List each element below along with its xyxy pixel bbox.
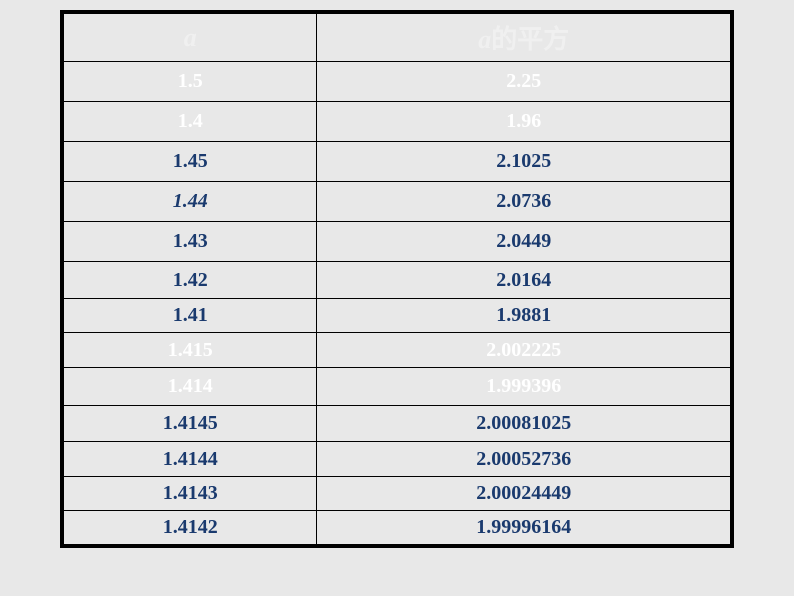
table-row: 1.43 2.0449 bbox=[64, 222, 731, 262]
table-row: 1.415 2.002225 bbox=[64, 333, 731, 368]
cell-sq: 2.0164 bbox=[317, 262, 731, 299]
table: a a的平方 1.5 2.25 1.4 1.96 1.45 2.1025 1.4… bbox=[63, 13, 731, 545]
cell-a: 1.415 bbox=[64, 333, 317, 368]
table-row: 1.4142 1.99996164 bbox=[64, 511, 731, 545]
table-row: 1.42 2.0164 bbox=[64, 262, 731, 299]
cell-sq: 1.96 bbox=[317, 102, 731, 142]
cell-sq: 2.0449 bbox=[317, 222, 731, 262]
table-row: 1.4143 2.00024449 bbox=[64, 477, 731, 511]
cell-a: 1.4145 bbox=[64, 406, 317, 442]
table-row: 1.4144 2.00052736 bbox=[64, 442, 731, 477]
data-table: a a的平方 1.5 2.25 1.4 1.96 1.45 2.1025 1.4… bbox=[60, 10, 734, 548]
table-row: 1.45 2.1025 bbox=[64, 142, 731, 182]
header-cell-a-square: a的平方 bbox=[317, 14, 731, 62]
cell-sq: 1.999396 bbox=[317, 368, 731, 406]
cell-sq: 2.002225 bbox=[317, 333, 731, 368]
header-a-square-text: 的平方 bbox=[491, 25, 569, 54]
header-cell-a: a bbox=[64, 14, 317, 62]
cell-sq: 2.0736 bbox=[317, 182, 731, 222]
cell-a: 1.45 bbox=[64, 142, 317, 182]
cell-sq: 2.00024449 bbox=[317, 477, 731, 511]
cell-sq: 1.9881 bbox=[317, 299, 731, 333]
table-row: 1.414 1.999396 bbox=[64, 368, 731, 406]
table-row: 1.44 2.0736 bbox=[64, 182, 731, 222]
cell-a: 1.4 bbox=[64, 102, 317, 142]
table-row: 1.4 1.96 bbox=[64, 102, 731, 142]
cell-sq: 2.00081025 bbox=[317, 406, 731, 442]
cell-a: 1.42 bbox=[64, 262, 317, 299]
cell-a: 1.414 bbox=[64, 368, 317, 406]
table-row: 1.4145 2.00081025 bbox=[64, 406, 731, 442]
table-row: 1.41 1.9881 bbox=[64, 299, 731, 333]
cell-a: 1.5 bbox=[64, 62, 317, 102]
cell-sq: 1.99996164 bbox=[317, 511, 731, 545]
cell-a: 1.44 bbox=[64, 182, 317, 222]
cell-sq: 2.1025 bbox=[317, 142, 731, 182]
cell-a: 1.43 bbox=[64, 222, 317, 262]
header-a-square-italic: a bbox=[478, 25, 491, 54]
cell-a: 1.41 bbox=[64, 299, 317, 333]
cell-a: 1.4144 bbox=[64, 442, 317, 477]
header-a-label: a bbox=[184, 23, 197, 52]
table-header-row: a a的平方 bbox=[64, 14, 731, 62]
cell-a: 1.4142 bbox=[64, 511, 317, 545]
cell-sq: 2.00052736 bbox=[317, 442, 731, 477]
table-row: 1.5 2.25 bbox=[64, 62, 731, 102]
cell-a: 1.4143 bbox=[64, 477, 317, 511]
cell-sq: 2.25 bbox=[317, 62, 731, 102]
